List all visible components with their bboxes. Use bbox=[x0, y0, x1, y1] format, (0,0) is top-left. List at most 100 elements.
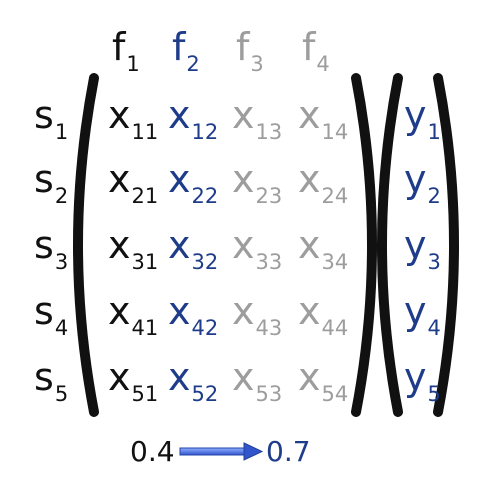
matrix-entry-22-subscript: 22 bbox=[191, 184, 219, 208]
vector-right-paren bbox=[433, 73, 459, 417]
matrix-entry-43-subscript: 43 bbox=[255, 316, 283, 340]
matrix-entry-32-subscript: 32 bbox=[191, 250, 219, 274]
matrix-entry-44: x44 bbox=[298, 289, 348, 340]
matrix-entry-12-subscript: 12 bbox=[191, 120, 219, 144]
sample-label-2-subscript: 2 bbox=[54, 184, 69, 208]
matrix-entry-53-subscript: 53 bbox=[255, 382, 283, 406]
target-label-5: y5 bbox=[404, 355, 441, 406]
sample-label-3-base: s bbox=[34, 223, 54, 267]
matrix-entry-43-base: x bbox=[232, 289, 255, 333]
matrix-entry-13-base: x bbox=[232, 93, 255, 137]
matrix-entry-32-base: x bbox=[168, 223, 191, 267]
matrix-entry-51-base: x bbox=[108, 355, 131, 399]
target-label-3-base: y bbox=[404, 223, 427, 267]
matrix-entry-32: x32 bbox=[168, 223, 218, 274]
matrix-entry-23-subscript: 23 bbox=[255, 184, 283, 208]
feature-label-4: f4 bbox=[302, 25, 330, 76]
matrix-entry-11: x11 bbox=[108, 93, 158, 144]
matrix-entry-52-subscript: 52 bbox=[191, 382, 219, 406]
matrix-entry-12: x12 bbox=[168, 93, 218, 144]
sample-label-1-subscript: 1 bbox=[54, 120, 69, 144]
sample-label-4-subscript: 4 bbox=[54, 316, 69, 340]
matrix-entry-41-subscript: 41 bbox=[131, 316, 159, 340]
matrix-entry-13-subscript: 13 bbox=[255, 120, 283, 144]
matrix-entry-34: x34 bbox=[298, 223, 348, 274]
arrow-icon bbox=[179, 442, 264, 461]
sample-label-5-subscript: 5 bbox=[54, 382, 69, 406]
matrix-entry-31-subscript: 31 bbox=[131, 250, 159, 274]
matrix-entry-33-subscript: 33 bbox=[255, 250, 283, 274]
sample-label-3: s3 bbox=[34, 223, 68, 274]
matrix-entry-51: x51 bbox=[108, 355, 158, 406]
vector-left-paren bbox=[377, 73, 403, 417]
target-label-2: y2 bbox=[404, 157, 441, 208]
arrow-start-value: 0.4 bbox=[130, 435, 175, 468]
sample-label-5-base: s bbox=[34, 355, 54, 399]
matrix-entry-24: x24 bbox=[298, 157, 348, 208]
matrix-entry-41: x41 bbox=[108, 289, 158, 340]
target-label-4: y4 bbox=[404, 289, 441, 340]
target-label-3: y3 bbox=[404, 223, 441, 274]
feature-label-1: f1 bbox=[112, 25, 140, 76]
matrix-entry-33: x33 bbox=[232, 226, 282, 274]
feature-label-3-subscript: 3 bbox=[250, 52, 264, 76]
matrix-entry-14: x14 bbox=[298, 93, 348, 144]
matrix-entry-44-base: x bbox=[298, 289, 321, 333]
matrix-entry-12-base: x bbox=[168, 93, 191, 137]
sample-label-4: s4 bbox=[34, 292, 68, 340]
target-label-2-base: y bbox=[404, 157, 427, 201]
sample-label-3-subscript: 3 bbox=[54, 250, 69, 274]
target-label-5-base: y bbox=[404, 355, 427, 399]
matrix-entry-31: x31 bbox=[108, 226, 158, 274]
target-label-1-base: y bbox=[404, 93, 427, 137]
matrix-entry-21-subscript: 21 bbox=[131, 184, 159, 208]
matrix-entry-24-base: x bbox=[298, 157, 321, 201]
sample-label-2: s2 bbox=[34, 157, 68, 208]
matrix-entry-11-subscript: 11 bbox=[131, 120, 159, 144]
matrix-entry-51-subscript: 51 bbox=[131, 382, 159, 406]
matrix-entry-42-subscript: 42 bbox=[191, 316, 219, 340]
matrix-entry-41-base: x bbox=[108, 289, 131, 333]
matrix-left-paren bbox=[73, 73, 99, 417]
matrix-entry-14-base: x bbox=[298, 93, 321, 137]
sample-label-1: s1 bbox=[34, 93, 68, 144]
matrix-entry-21: x21 bbox=[108, 157, 158, 208]
matrix-entry-23: x23 bbox=[232, 160, 282, 208]
target-label-3-subscript: 3 bbox=[427, 250, 441, 274]
feature-label-2-base: f bbox=[172, 25, 186, 69]
sample-label-2-base: s bbox=[34, 157, 54, 201]
feature-label-4-base: f bbox=[302, 25, 316, 69]
target-label-4-base: y bbox=[404, 289, 427, 333]
feature-label-2-subscript: 2 bbox=[186, 52, 200, 76]
target-label-5-subscript: 5 bbox=[427, 382, 441, 406]
feature-label-1-base: f bbox=[112, 25, 126, 69]
matrix-entry-44-subscript: 44 bbox=[321, 316, 349, 340]
arrow-end-value: 0.7 bbox=[266, 435, 311, 468]
matrix-entry-42: x42 bbox=[168, 289, 218, 340]
matrix-entry-21-base: x bbox=[108, 157, 131, 201]
matrix-entry-52: x52 bbox=[168, 355, 218, 406]
matrix-entry-14-subscript: 14 bbox=[321, 120, 349, 144]
matrix-entry-53-base: x bbox=[232, 355, 255, 399]
matrix-entry-54-base: x bbox=[298, 355, 321, 399]
sample-label-1-base: s bbox=[34, 93, 54, 137]
target-label-4-subscript: 4 bbox=[427, 316, 441, 340]
feature-label-2: f2 bbox=[172, 25, 200, 76]
sample-label-5: s5 bbox=[34, 355, 68, 406]
matrix-entry-42-base: x bbox=[168, 289, 191, 333]
matrix-entry-52-base: x bbox=[168, 355, 191, 399]
matrix-entry-54: x54 bbox=[298, 355, 348, 406]
matrix-entry-22: x22 bbox=[168, 160, 218, 208]
matrix-entry-11-base: x bbox=[108, 93, 131, 137]
matrix-entry-34-base: x bbox=[298, 223, 321, 267]
feature-label-3: f3 bbox=[236, 28, 264, 76]
matrix-entry-53: x53 bbox=[232, 355, 282, 406]
matrix-entry-34-subscript: 34 bbox=[321, 250, 349, 274]
feature-label-4-subscript: 4 bbox=[316, 52, 330, 76]
matrix-entry-54-subscript: 54 bbox=[321, 382, 349, 406]
matrix-entry-24-subscript: 24 bbox=[321, 184, 349, 208]
matrix-right-paren bbox=[351, 73, 377, 417]
target-label-2-subscript: 2 bbox=[427, 184, 441, 208]
